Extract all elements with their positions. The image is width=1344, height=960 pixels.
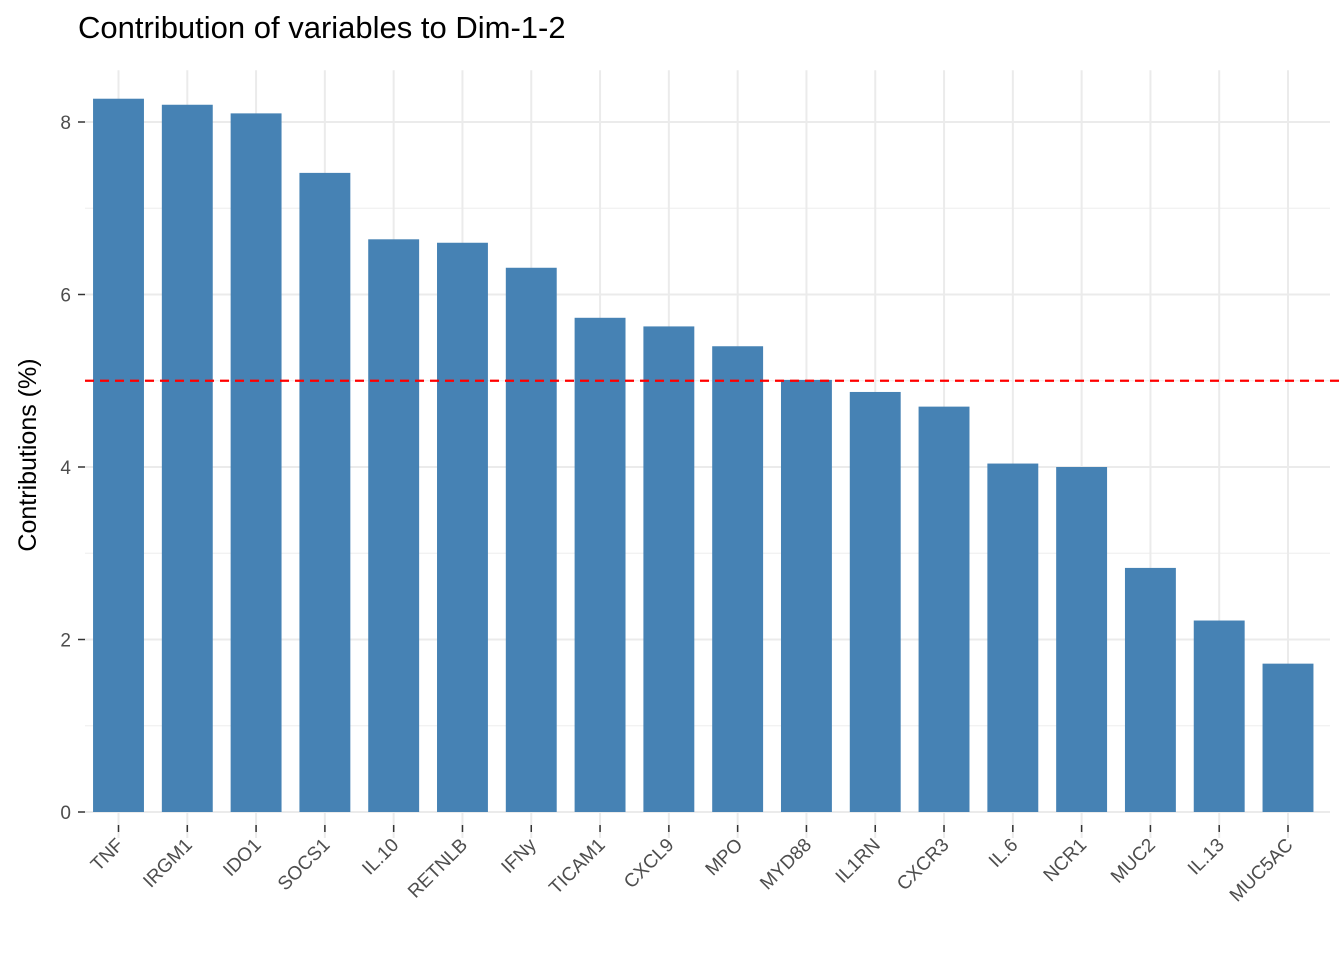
x-tick-label: IDO1 xyxy=(219,835,265,881)
bar-il-6 xyxy=(987,463,1039,812)
y-tick-label: 2 xyxy=(60,631,71,652)
x-tick-label: TNF xyxy=(87,835,128,876)
y-axis-title: Contributions (%) xyxy=(14,358,42,551)
x-tick-label: IL1RN xyxy=(832,835,885,888)
bar-il1rn xyxy=(849,391,901,812)
bar-myd88 xyxy=(780,379,832,812)
bar-mpo xyxy=(712,346,764,812)
y-tick-label: 8 xyxy=(60,113,71,134)
bar-ticam1 xyxy=(574,317,626,812)
bar-muc2 xyxy=(1124,567,1176,812)
bar-il-10 xyxy=(368,239,420,813)
bar-ncr1 xyxy=(1056,467,1108,812)
x-tick-label: MPO xyxy=(702,835,747,880)
bar-il-13 xyxy=(1193,620,1245,812)
x-tick-label: CXCL9 xyxy=(620,835,678,893)
y-tick-label: 6 xyxy=(60,286,71,307)
x-tick-label: SOCS1 xyxy=(274,835,334,895)
bar-irgm1 xyxy=(161,104,213,812)
x-tick-label: IL.10 xyxy=(358,835,403,880)
bar-ido1 xyxy=(230,113,282,812)
chart-title: Contribution of variables to Dim-1-2 xyxy=(78,10,566,45)
x-tick-label: IFNy xyxy=(498,834,542,878)
x-tick-label: TICAM1 xyxy=(545,835,609,899)
bar-cxcl9 xyxy=(643,326,695,812)
x-tick-label: IL.13 xyxy=(1184,835,1229,880)
bar-socs1 xyxy=(299,172,351,812)
x-tick-label: MYD88 xyxy=(756,835,816,895)
x-tick-label: MUC5AC xyxy=(1226,835,1298,907)
bars-layer xyxy=(93,98,1314,813)
x-tick-label: NCR1 xyxy=(1040,835,1091,886)
x-tick-label: CXCR3 xyxy=(893,835,953,895)
x-tick-label: IL.6 xyxy=(985,835,1022,872)
bar-cxcr3 xyxy=(918,406,970,812)
bar-muc5ac xyxy=(1262,663,1314,812)
y-tick-label: 4 xyxy=(60,458,71,479)
x-tick-label: IRGM1 xyxy=(139,835,196,892)
bar-retnlb xyxy=(437,242,488,812)
bar-tnf xyxy=(93,98,144,812)
bar-ifny xyxy=(505,267,557,812)
x-tick-label: MUC2 xyxy=(1107,835,1160,888)
x-tick-label: RETNLB xyxy=(404,835,472,903)
y-tick-label: 0 xyxy=(60,803,71,824)
